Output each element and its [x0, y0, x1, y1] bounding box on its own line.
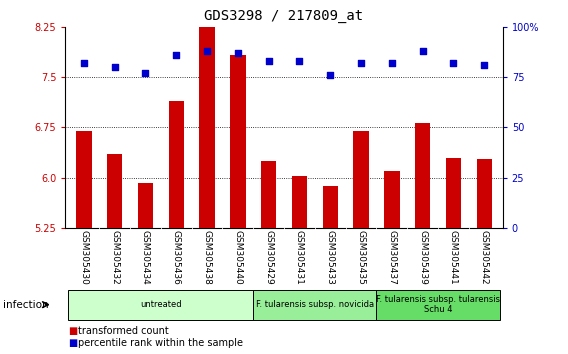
Bar [199, 27, 215, 228]
Text: GSM305433: GSM305433 [325, 229, 335, 284]
Text: ■: ■ [68, 338, 77, 348]
Text: ■: ■ [68, 326, 77, 336]
Point [418, 48, 427, 53]
Bar [353, 131, 369, 228]
Text: GSM305436: GSM305436 [172, 229, 181, 284]
Text: GSM305439: GSM305439 [418, 229, 427, 284]
Bar [76, 131, 91, 228]
Text: GSM305434: GSM305434 [141, 229, 150, 284]
Point [172, 52, 181, 58]
Text: GSM305435: GSM305435 [357, 229, 365, 284]
Text: untreated: untreated [140, 300, 182, 309]
Point [387, 60, 396, 66]
Bar [169, 101, 184, 228]
Point [325, 72, 335, 78]
Text: F. tularensis subsp. tularensis
Schu 4: F. tularensis subsp. tularensis Schu 4 [376, 295, 500, 314]
Point [264, 58, 273, 64]
Point [80, 60, 89, 66]
Bar [292, 176, 307, 228]
Text: GDS3298 / 217809_at: GDS3298 / 217809_at [204, 9, 364, 23]
Bar [384, 171, 399, 228]
Text: GSM305438: GSM305438 [203, 229, 211, 284]
Point [233, 50, 243, 56]
Bar [261, 161, 276, 228]
Point [202, 48, 211, 53]
Bar [377, 290, 500, 320]
Bar [477, 159, 492, 228]
Point [110, 64, 119, 70]
Bar [137, 183, 153, 228]
Point [357, 60, 366, 66]
Point [141, 70, 150, 76]
Text: GSM305442: GSM305442 [480, 229, 488, 284]
Text: percentile rank within the sample: percentile rank within the sample [78, 338, 243, 348]
Point [295, 58, 304, 64]
Text: F. tularensis subsp. novicida: F. tularensis subsp. novicida [256, 300, 374, 309]
Bar [253, 290, 377, 320]
Point [479, 62, 488, 68]
Text: GSM305429: GSM305429 [264, 229, 273, 284]
Bar [230, 56, 245, 228]
Text: GSM305431: GSM305431 [295, 229, 304, 284]
Text: GSM305437: GSM305437 [387, 229, 396, 284]
Point [449, 60, 458, 66]
Text: infection: infection [3, 299, 48, 310]
Bar [68, 290, 253, 320]
Bar [415, 123, 431, 228]
Text: transformed count: transformed count [78, 326, 169, 336]
Bar [107, 154, 122, 228]
Bar [446, 158, 461, 228]
Text: GSM305430: GSM305430 [80, 229, 88, 284]
Text: GSM305440: GSM305440 [233, 229, 243, 284]
Text: GSM305432: GSM305432 [110, 229, 119, 284]
Bar [323, 186, 338, 228]
Text: GSM305441: GSM305441 [449, 229, 458, 284]
